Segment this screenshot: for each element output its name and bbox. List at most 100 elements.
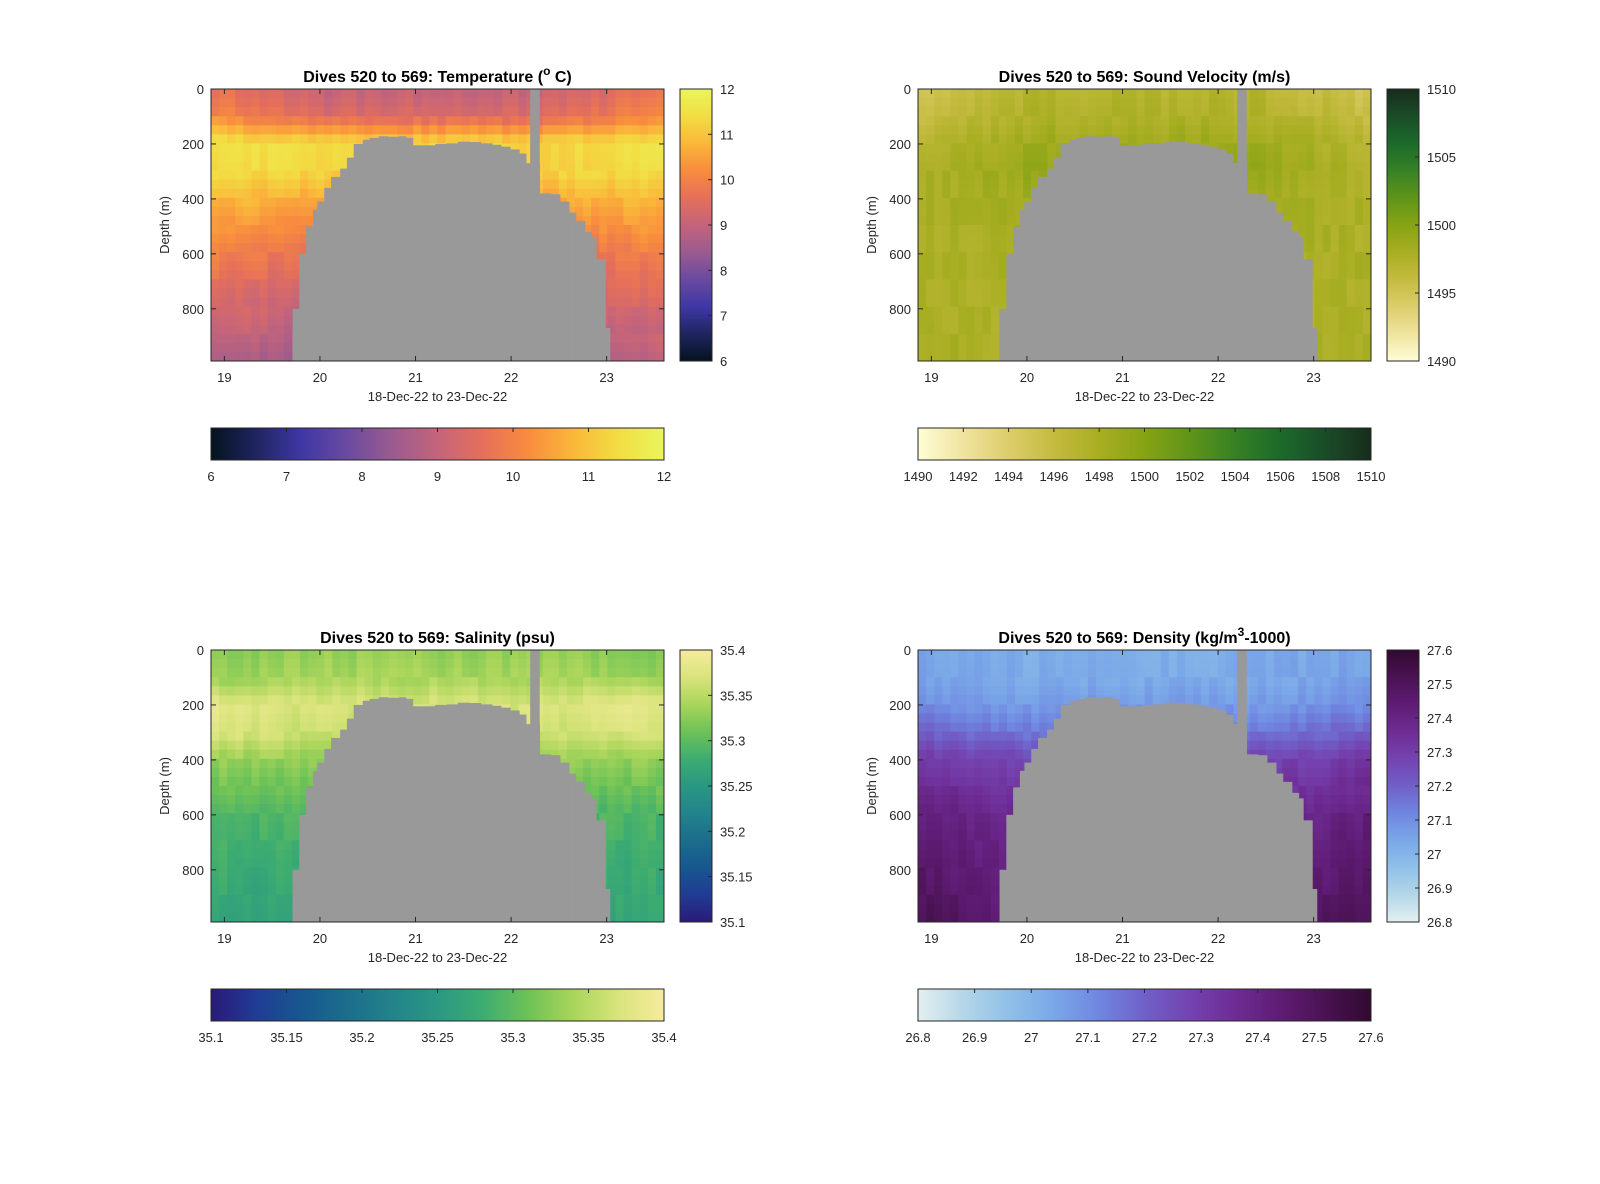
heatmap-cell bbox=[1120, 89, 1129, 99]
heatmap-cell bbox=[462, 668, 471, 678]
heatmap-cell bbox=[1322, 171, 1331, 181]
heatmap-cell bbox=[405, 125, 414, 135]
heatmap-cell bbox=[583, 107, 592, 117]
heatmap-cell bbox=[1363, 98, 1372, 108]
heatmap-cell bbox=[470, 668, 479, 678]
heatmap-cell bbox=[243, 686, 252, 696]
heatmap-cell bbox=[308, 704, 317, 714]
heatmap-cell bbox=[308, 668, 317, 678]
heatmap-cell bbox=[300, 659, 309, 669]
heatmap-cell bbox=[1282, 116, 1291, 126]
heatmap-cell bbox=[632, 89, 641, 99]
heatmap-cell bbox=[1193, 134, 1202, 144]
heatmap-cell bbox=[942, 89, 951, 99]
heatmap-cell bbox=[454, 668, 463, 678]
heatmap-cell bbox=[1193, 125, 1202, 135]
heatmap-cell bbox=[1322, 180, 1331, 190]
heatmap-cell bbox=[268, 252, 277, 262]
heatmap-cell bbox=[227, 189, 236, 199]
heatmap-cell bbox=[624, 352, 633, 362]
heatmap-cell bbox=[551, 89, 560, 99]
heatmap-cell bbox=[1145, 116, 1154, 126]
heatmap-cell bbox=[1314, 207, 1323, 217]
heatmap-cell bbox=[624, 307, 633, 317]
heatmap-cell bbox=[284, 895, 293, 905]
heatmap-cell bbox=[1282, 125, 1291, 135]
heatmap-cell bbox=[260, 279, 269, 289]
heatmap-cell bbox=[243, 162, 252, 172]
heatmap-cell bbox=[991, 288, 1000, 298]
heatmap-cell bbox=[615, 152, 624, 162]
heatmap-cell bbox=[983, 198, 992, 208]
heatmap-cell bbox=[292, 831, 301, 841]
heatmap-cell bbox=[1347, 171, 1356, 181]
heatmap-cell bbox=[1314, 234, 1323, 244]
heatmap-cell bbox=[429, 659, 438, 669]
heatmap-cell bbox=[316, 143, 325, 153]
heatmap-cell bbox=[349, 107, 358, 117]
heatmap-cell bbox=[1064, 116, 1073, 126]
heatmap-cell bbox=[640, 162, 649, 172]
heatmap-cell bbox=[292, 750, 301, 760]
heatmap-cell bbox=[1314, 243, 1323, 253]
heatmap-cell bbox=[1355, 316, 1364, 326]
heatmap-cell bbox=[551, 107, 560, 117]
heatmap-cell bbox=[276, 822, 285, 832]
heatmap-cell bbox=[1153, 98, 1162, 108]
heatmap-cell bbox=[999, 288, 1008, 298]
heatmap-cell bbox=[926, 316, 935, 326]
heatmap-cell bbox=[926, 143, 935, 153]
heatmap-cell bbox=[1331, 189, 1340, 199]
heatmap-cell bbox=[227, 171, 236, 181]
heatmap-cell bbox=[591, 134, 600, 144]
heatmap-cell bbox=[1363, 334, 1372, 344]
heatmap-cell bbox=[632, 270, 641, 280]
heatmap-cell bbox=[958, 261, 967, 271]
heatmap-cell bbox=[1331, 116, 1340, 126]
heatmap-cell bbox=[1339, 125, 1348, 135]
heatmap-cell bbox=[1306, 143, 1315, 153]
heatmap-cell bbox=[1031, 162, 1040, 172]
heatmap-cell bbox=[219, 723, 228, 733]
heatmap-cell bbox=[591, 143, 600, 153]
heatmap-cell bbox=[276, 886, 285, 896]
heatmap-cell bbox=[1347, 307, 1356, 317]
heatmap-cell bbox=[607, 316, 616, 326]
heatmap-cell bbox=[284, 795, 293, 805]
heatmap-cell bbox=[575, 125, 584, 135]
heatmap-cell bbox=[235, 288, 244, 298]
heatmap-cell bbox=[591, 107, 600, 117]
heatmap-cell bbox=[1314, 225, 1323, 235]
heatmap-cell bbox=[1047, 134, 1056, 144]
colorbar-tick-label: 9 bbox=[434, 469, 441, 484]
heatmap-cell bbox=[219, 143, 228, 153]
heatmap-cell bbox=[934, 143, 943, 153]
heatmap-cell bbox=[276, 334, 285, 344]
heatmap-cell bbox=[942, 352, 951, 362]
heatmap-cell bbox=[260, 859, 269, 869]
heatmap-cell bbox=[1007, 171, 1016, 181]
heatmap-cell bbox=[219, 288, 228, 298]
heatmap-cell bbox=[219, 840, 228, 850]
heatmap-cell bbox=[975, 307, 984, 317]
heatmap-cell bbox=[1266, 107, 1275, 117]
colorbar-tick-label: 1495 bbox=[1427, 286, 1456, 301]
heatmap-cell bbox=[227, 786, 236, 796]
heatmap-cell bbox=[365, 125, 374, 135]
heatmap-cell bbox=[967, 152, 976, 162]
heatmap-cell bbox=[1290, 171, 1299, 181]
heatmap-cell bbox=[583, 207, 592, 217]
heatmap-cell bbox=[640, 207, 649, 217]
heatmap-cell bbox=[227, 134, 236, 144]
heatmap-cell bbox=[1322, 234, 1331, 244]
heatmap-cell bbox=[260, 307, 269, 317]
heatmap-cell bbox=[1355, 352, 1364, 362]
heatmap-cell bbox=[975, 162, 984, 172]
heatmap-cell bbox=[599, 225, 608, 235]
heatmap-cell bbox=[991, 325, 1000, 335]
heatmap-cell bbox=[656, 107, 665, 117]
heatmap-cell bbox=[260, 89, 269, 99]
heatmap-cell bbox=[648, 171, 657, 181]
heatmap-cell bbox=[276, 89, 285, 99]
heatmap-cell bbox=[438, 677, 447, 687]
